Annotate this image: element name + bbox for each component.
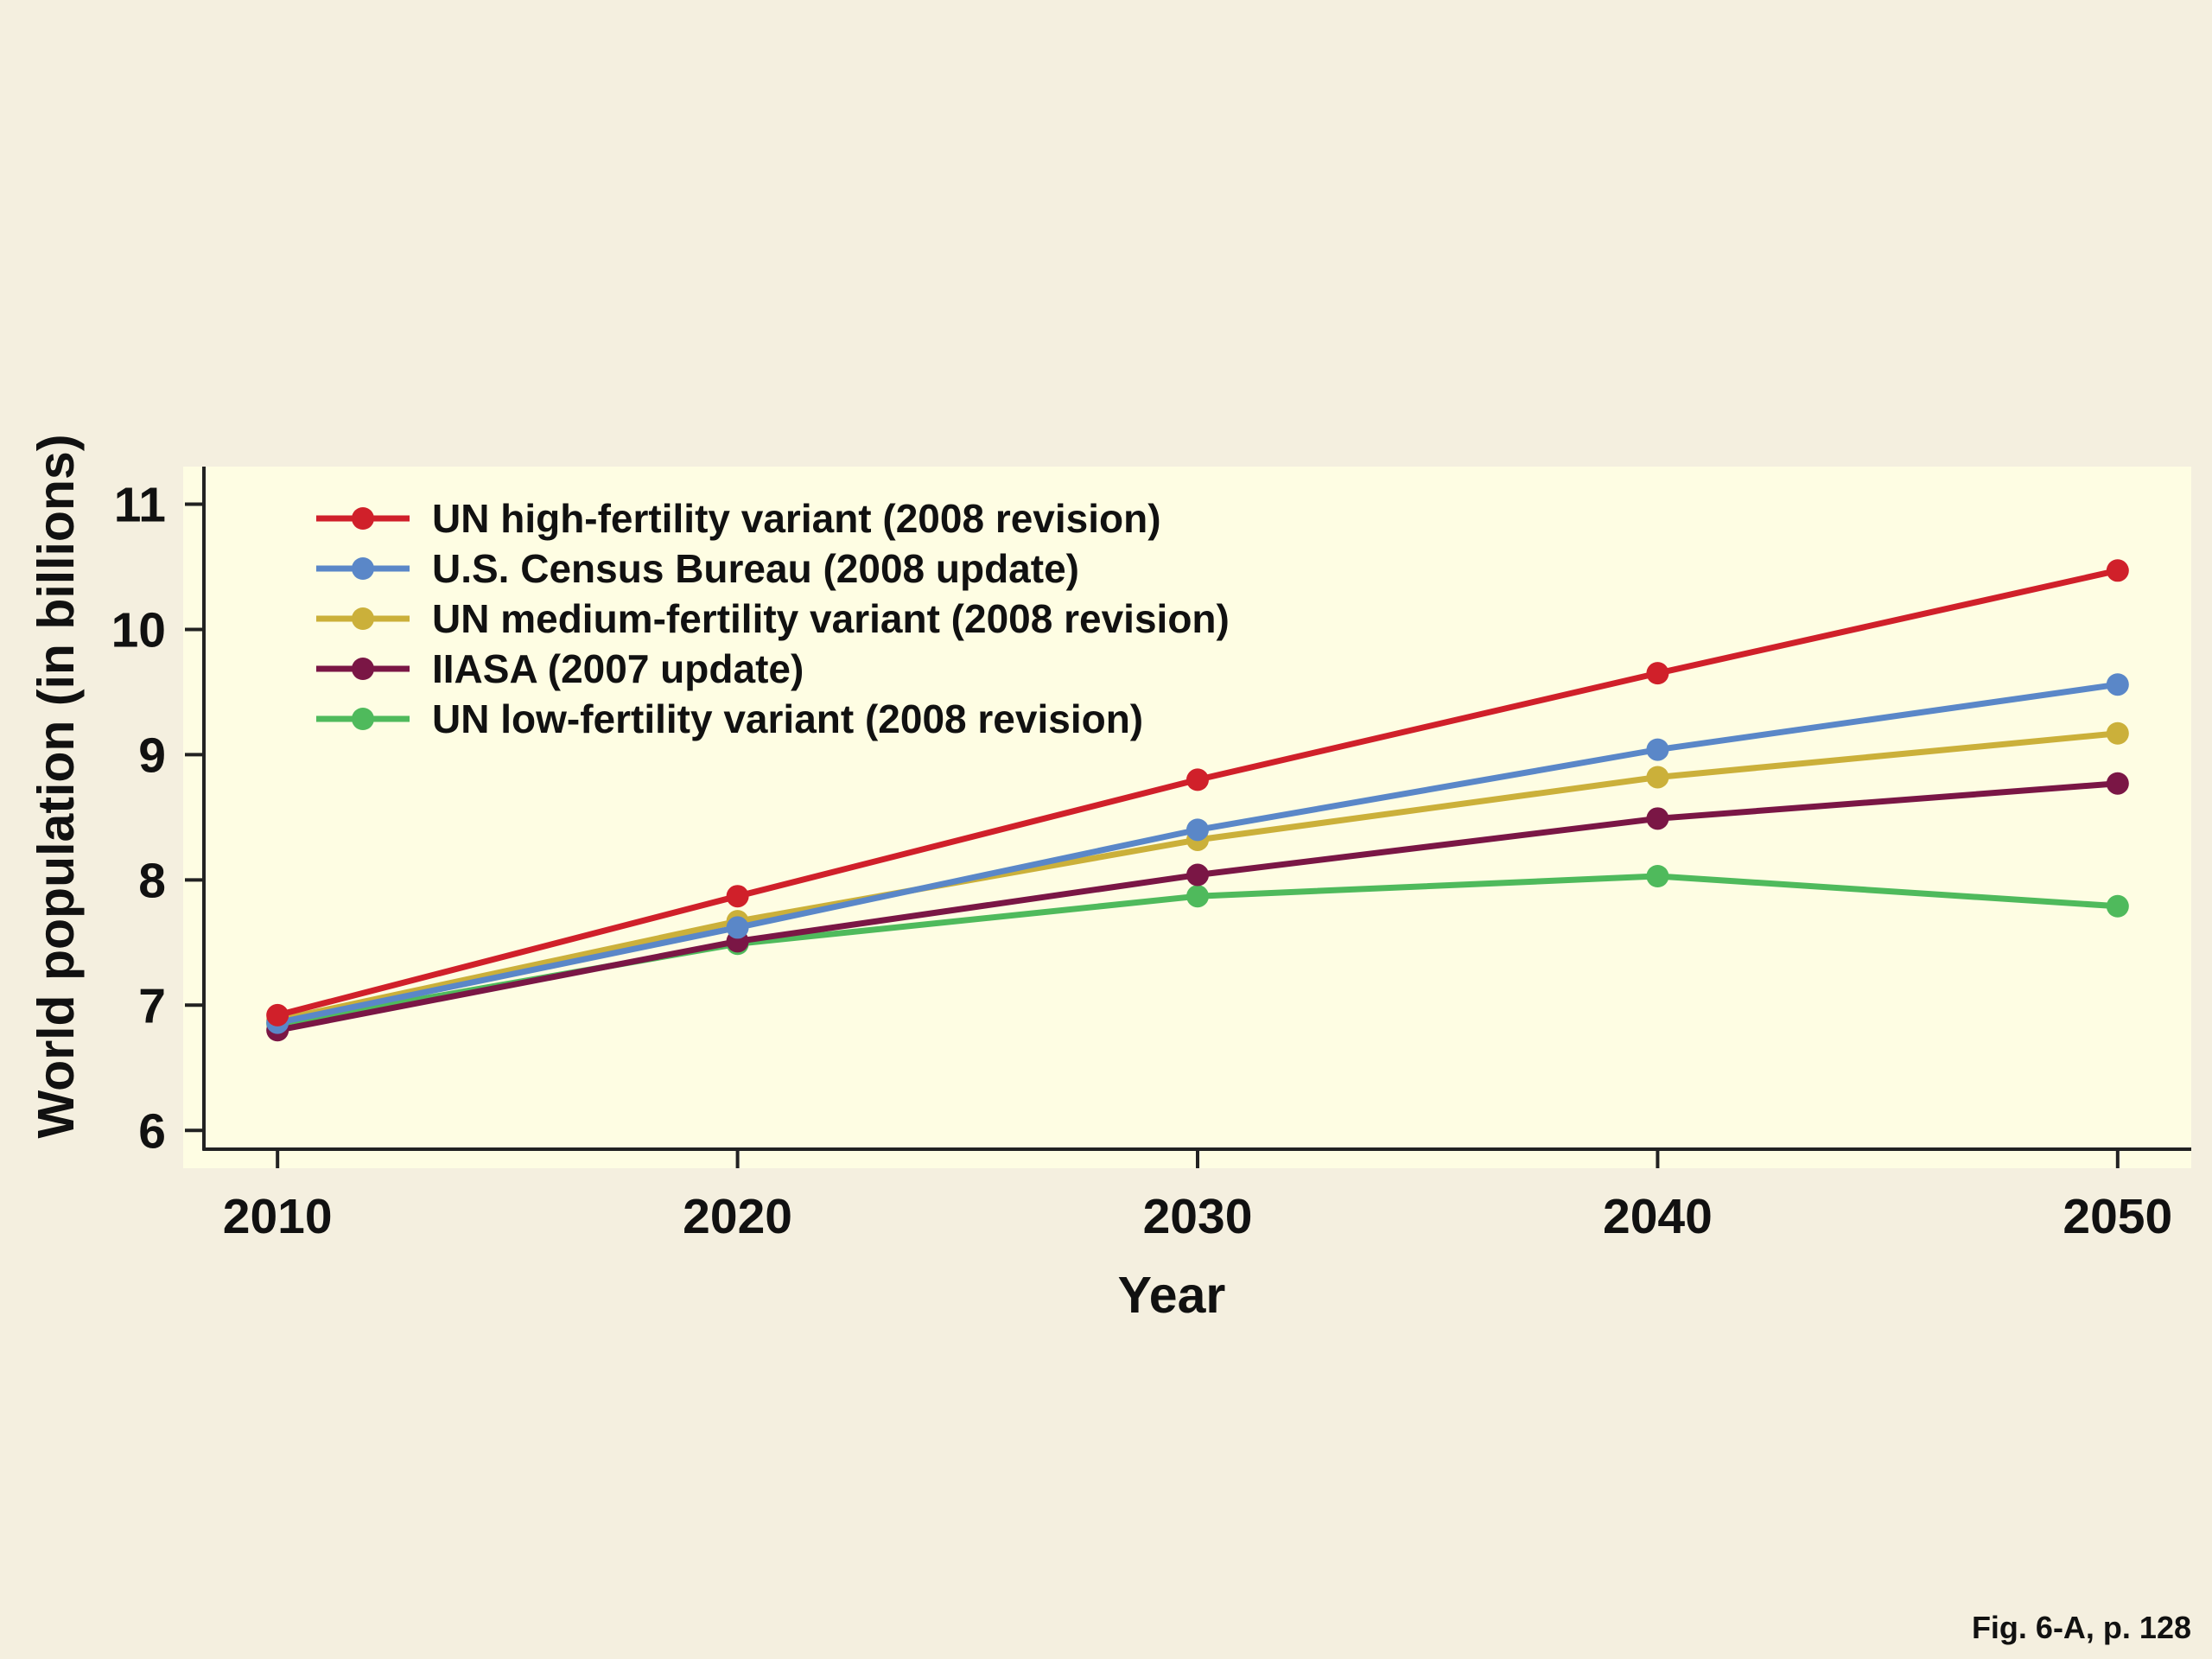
y-tick-label: 11 xyxy=(114,477,166,532)
y-tick-label: 6 xyxy=(138,1103,166,1159)
x-tick-label: 2010 xyxy=(223,1189,333,1244)
data-point xyxy=(1646,766,1669,789)
data-point xyxy=(2106,772,2129,795)
data-point xyxy=(1646,738,1669,761)
data-point xyxy=(2106,894,2129,918)
series-1 xyxy=(266,559,2129,1027)
data-point xyxy=(726,885,749,908)
data-point xyxy=(2106,721,2129,745)
legend-swatch-marker xyxy=(352,557,374,580)
data-point xyxy=(1646,807,1669,830)
x-tick-label: 2040 xyxy=(1603,1189,1713,1244)
legend-swatch-marker xyxy=(352,607,374,630)
data-point xyxy=(1186,885,1209,908)
figure-caption: Fig. 6-A, p. 128 xyxy=(1972,1610,2191,1645)
y-tick-label: 8 xyxy=(138,853,166,908)
y-tick-label: 10 xyxy=(111,602,166,658)
plot-area xyxy=(183,467,2191,1168)
legend-swatch-marker xyxy=(352,658,374,680)
y-tick-label: 9 xyxy=(138,728,166,783)
x-tick-label: 2030 xyxy=(1143,1189,1253,1244)
legend-item: UN low-fertility variant (2008 revision) xyxy=(316,696,1143,741)
data-point xyxy=(2106,559,2129,582)
data-point xyxy=(1646,662,1669,685)
data-point xyxy=(1186,768,1209,791)
legend-item: UN high-fertility variant (2008 revision… xyxy=(316,496,1161,541)
legend-label: UN medium-fertility variant (2008 revisi… xyxy=(432,596,1230,641)
x-tick-label: 2020 xyxy=(683,1189,792,1244)
legend-swatch-marker xyxy=(352,708,374,730)
legend-label: U.S. Census Bureau (2008 update) xyxy=(432,546,1079,591)
legend-label: UN low-fertility variant (2008 revision) xyxy=(432,696,1143,741)
legend-item: UN medium-fertility variant (2008 revisi… xyxy=(316,596,1230,641)
data-point xyxy=(1186,863,1209,887)
legend-label: IIASA (2007 update) xyxy=(432,646,804,691)
x-tick-label: 2050 xyxy=(2063,1189,2172,1244)
series-2 xyxy=(266,673,2129,1034)
legend: UN high-fertility variant (2008 revision… xyxy=(316,496,1230,741)
legend-item: IIASA (2007 update) xyxy=(316,646,804,691)
y-tick-label: 7 xyxy=(138,978,166,1033)
data-point xyxy=(1186,818,1209,842)
data-point xyxy=(266,1003,289,1027)
y-axis-title: World population (in billions) xyxy=(28,435,85,1139)
data-point xyxy=(2106,673,2129,696)
data-point xyxy=(1646,865,1669,887)
data-point xyxy=(726,916,749,939)
series-lines xyxy=(266,559,2129,1042)
legend-swatch-marker xyxy=(352,507,374,530)
legend-label: UN high-fertility variant (2008 revision… xyxy=(432,496,1161,541)
axes: 6 7 8 9 10 11 2010 2020 2030 2040 2050 xyxy=(111,467,2191,1244)
legend-item: U.S. Census Bureau (2008 update) xyxy=(316,546,1079,591)
x-axis-title: Year xyxy=(1118,1267,1226,1324)
